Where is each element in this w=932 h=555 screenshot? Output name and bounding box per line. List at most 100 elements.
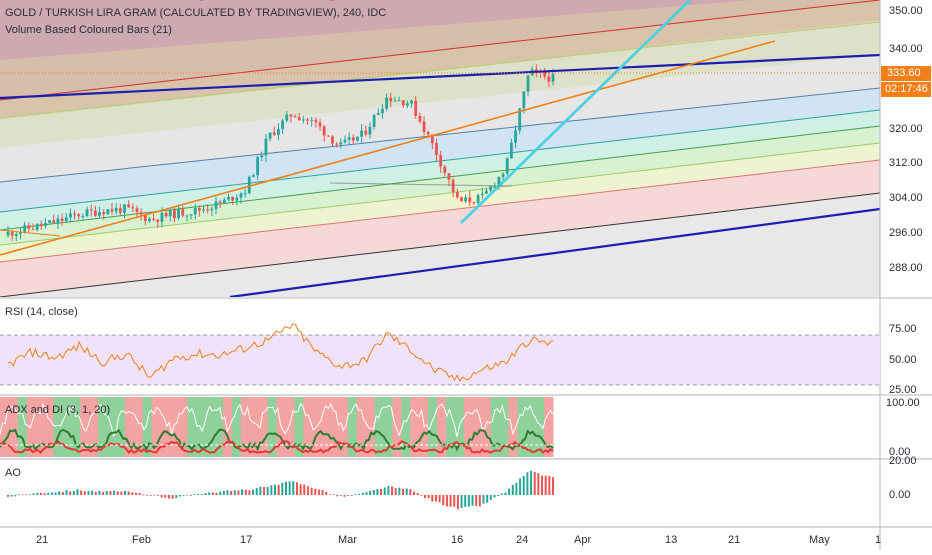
adx-segment xyxy=(437,397,447,457)
ao-bar xyxy=(83,491,86,495)
candle-body xyxy=(31,228,35,230)
ao-bar xyxy=(292,481,295,495)
ao-bar xyxy=(28,494,31,496)
ao-bar xyxy=(171,495,174,499)
ao-bar xyxy=(295,482,298,495)
time-tick: 17 xyxy=(240,534,253,546)
candle-body xyxy=(256,157,260,176)
candle-body xyxy=(173,210,176,219)
rsi-tick: 75.00 xyxy=(889,323,917,335)
adx-segment xyxy=(98,397,108,457)
price-tick: 312.00 xyxy=(889,157,923,169)
price-tick: 350.00 xyxy=(889,5,923,17)
ao-bar xyxy=(361,492,364,495)
candle-body xyxy=(501,173,505,178)
ao-bar xyxy=(65,489,68,495)
trend-lines[interactable] xyxy=(0,0,880,297)
ao-bar xyxy=(504,492,507,495)
candle-body xyxy=(351,137,355,141)
adx-segment xyxy=(472,397,483,457)
rsi-line xyxy=(7,323,554,382)
band-pink xyxy=(0,160,880,297)
ao-bar xyxy=(489,495,492,500)
candle-body xyxy=(39,223,43,226)
band-light-blue xyxy=(0,88,880,212)
support-trendline[interactable] xyxy=(229,207,880,297)
ao-bar xyxy=(354,494,357,495)
candle-body xyxy=(447,173,451,180)
countdown-tag xyxy=(881,82,931,97)
ao-bar xyxy=(416,493,419,495)
adx-segment xyxy=(133,397,144,457)
ao-bar xyxy=(230,490,233,495)
ao-bar xyxy=(259,486,262,495)
candle-body xyxy=(364,130,368,135)
adx-segment xyxy=(321,397,331,457)
resistance-trendline[interactable] xyxy=(0,53,880,100)
ao-bar xyxy=(72,491,75,495)
rising-orange-trendline[interactable] xyxy=(0,40,776,256)
last-price-label: 333.60 xyxy=(887,67,921,79)
candle-body xyxy=(443,166,447,174)
candle-body xyxy=(335,143,339,145)
time-tick: Feb xyxy=(132,534,151,546)
candle-body xyxy=(385,97,388,109)
candle-body xyxy=(81,216,85,218)
ao-bar xyxy=(398,487,401,495)
adx-segment xyxy=(142,397,153,457)
adx-segment xyxy=(80,397,90,457)
candle-body xyxy=(522,91,526,109)
candle-body xyxy=(231,196,235,201)
band-yellow xyxy=(0,143,880,262)
adx-segment xyxy=(410,397,420,457)
ao-histogram xyxy=(7,470,554,510)
candle-body xyxy=(368,126,372,135)
ao-bar xyxy=(80,490,83,495)
ao-bar xyxy=(402,488,405,495)
adx-segment xyxy=(196,397,206,457)
candle-body xyxy=(264,138,268,156)
ao-bar xyxy=(10,495,13,497)
candle-body xyxy=(239,193,243,198)
channel-line xyxy=(0,125,880,231)
ao-bar xyxy=(511,484,514,495)
ao-bar xyxy=(482,495,485,504)
ao-bar xyxy=(413,491,416,495)
ao-bar xyxy=(270,485,273,495)
ao-bar xyxy=(7,495,9,497)
ao-bar xyxy=(544,475,547,495)
ao-bar xyxy=(277,484,280,495)
ao-bar xyxy=(442,495,445,506)
ao-bar xyxy=(54,492,57,495)
ao-bar xyxy=(387,485,390,495)
ao-bar xyxy=(43,493,46,495)
adx-segment xyxy=(499,397,509,457)
adx-segment xyxy=(187,397,197,457)
candle-body xyxy=(451,179,455,193)
candle-body xyxy=(493,186,497,188)
price-tick: 288.00 xyxy=(889,262,923,274)
ao-bar xyxy=(445,495,448,507)
ao-bar xyxy=(91,490,94,495)
adx-title: ADX and DI (3, 1, 20) xyxy=(5,404,111,416)
adx-segment xyxy=(544,397,554,457)
channel-line xyxy=(0,0,880,101)
adx-segment xyxy=(445,397,456,457)
channel-line xyxy=(0,87,880,183)
candle-body xyxy=(277,129,280,135)
candle-body xyxy=(331,136,334,144)
channel-line xyxy=(0,21,880,119)
ao-bar xyxy=(372,489,375,495)
ao-bar xyxy=(226,490,229,495)
ao-title: AO xyxy=(5,467,21,479)
candle-body xyxy=(289,114,293,117)
adx-tick: 100.00 xyxy=(886,397,920,409)
candle-body xyxy=(106,209,110,215)
ao-bar xyxy=(102,491,105,495)
adx-segment xyxy=(249,397,260,457)
ao-bar xyxy=(486,495,489,503)
candle-body xyxy=(210,208,214,211)
candle-body xyxy=(410,100,413,104)
candle-body xyxy=(52,220,56,224)
